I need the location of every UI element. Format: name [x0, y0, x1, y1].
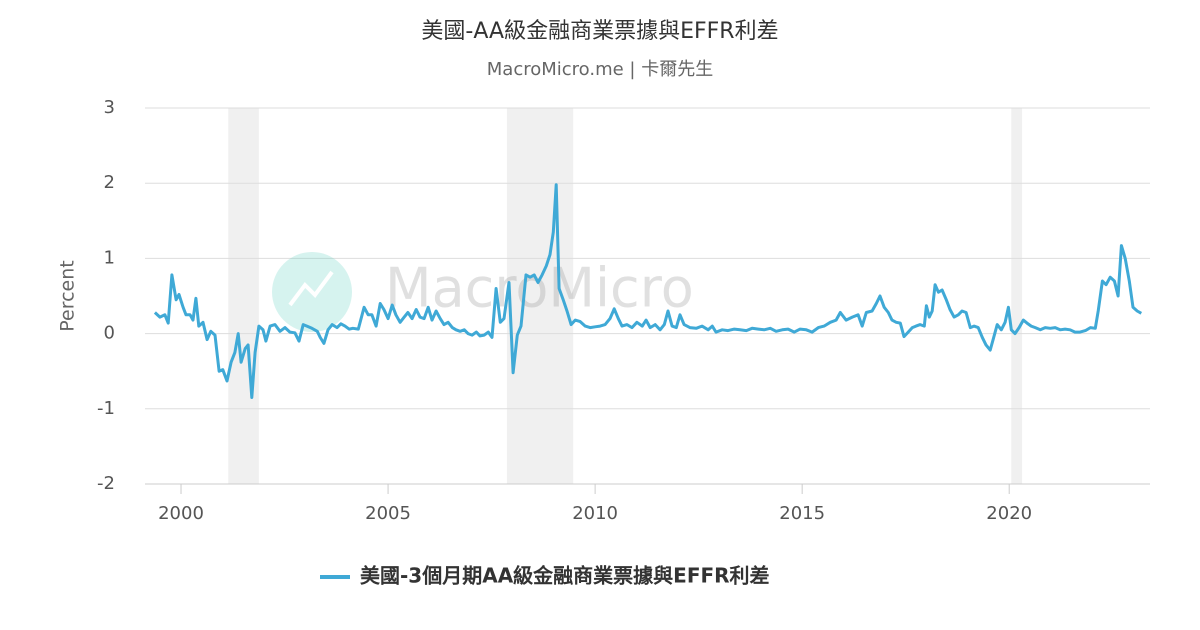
x-tick-label: 2020 [986, 503, 1032, 524]
y-tick-label: 1 [104, 247, 115, 268]
line-series [153, 183, 1143, 399]
watermark: MacroMicro [272, 252, 694, 332]
x-tick-label: 2010 [572, 503, 618, 524]
y-tick-label: 0 [104, 323, 115, 344]
x-tick-label: 2000 [158, 503, 204, 524]
watermark-logo [272, 252, 352, 332]
chart-title: 美國-AA級金融商業票據與EFFR利差 [421, 19, 778, 44]
x-tick-label: 2015 [779, 503, 825, 524]
x-tick-label: 2005 [365, 503, 411, 524]
y-axis-label: Percent [57, 260, 79, 332]
y-tick-label: -2 [97, 473, 115, 494]
shaded-range [228, 108, 259, 484]
watermark-logo-line [288, 270, 334, 307]
chart-subtitle: MacroMicro.me | 卡爾先生 [487, 59, 713, 80]
watermark-text: MacroMicro [385, 257, 694, 320]
y-tick-label: -1 [97, 398, 115, 419]
y-tick-label: 3 [104, 97, 115, 118]
y-tick-label: 2 [104, 172, 115, 193]
legend-label: 美國-3個月期AA級金融商業票據與EFFR利差 [360, 564, 770, 588]
shaded-range [1011, 108, 1023, 484]
